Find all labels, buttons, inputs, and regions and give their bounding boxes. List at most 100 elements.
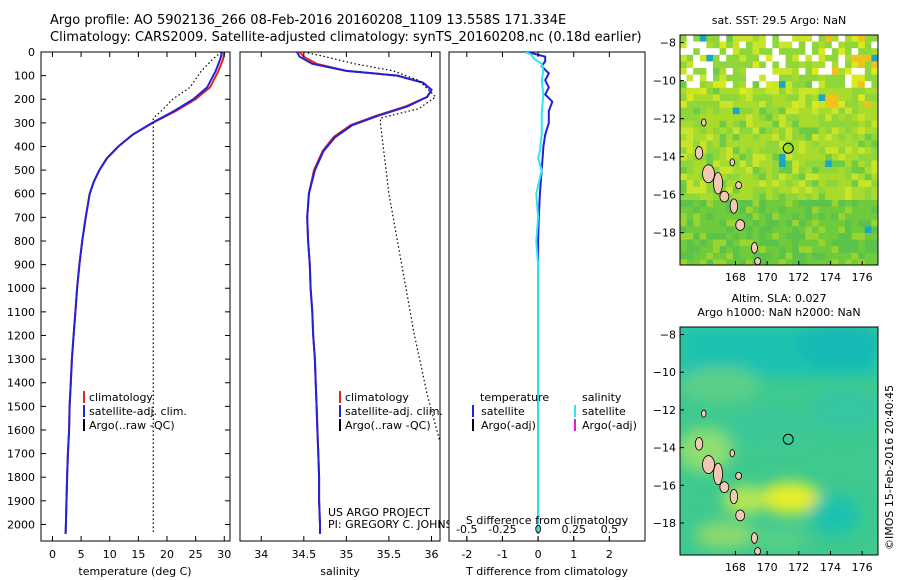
- x-tick-label: 35: [339, 548, 353, 561]
- difference-frame: [448, 51, 646, 542]
- lat-tick-label: −10: [653, 75, 676, 88]
- x-tick-label: 0: [49, 548, 56, 561]
- x-tick-label: -2: [461, 548, 472, 561]
- island: [719, 481, 730, 493]
- island: [729, 488, 739, 505]
- island: [701, 409, 707, 418]
- x-tick-label-top: 0.5: [601, 523, 619, 536]
- y-tick-label: 400: [14, 140, 35, 153]
- lon-tick-label: 168: [725, 561, 746, 574]
- y-tick-label: 1400: [7, 377, 35, 390]
- y-tick-label: 1000: [7, 282, 35, 295]
- lon-tick-label: 174: [820, 271, 841, 284]
- x-tick-label: 10: [103, 548, 117, 561]
- salinity-frame: [239, 51, 441, 542]
- sla-map-frame: [679, 326, 879, 556]
- x-tick-label: 1: [570, 548, 577, 561]
- legend-label-climatology: climatology: [89, 391, 153, 404]
- argo-position-marker: [782, 142, 794, 154]
- sla-map-subtitle: Argo h1000: NaN h2000: NaN: [697, 306, 860, 319]
- y-tick-label: 1600: [7, 424, 35, 437]
- legend-label-t-satellite: satellite: [481, 405, 525, 418]
- legend-title-temperature: temperature: [480, 391, 549, 404]
- temperature-panel: 0 5 10 15 20 25 30 0 100 200 300 400 500 600 700 800 90…: [7, 46, 231, 578]
- lon-tick-label: 176: [852, 561, 873, 574]
- x-tick-label: 34.5: [292, 548, 317, 561]
- sst-map-title: sat. SST: 29.5 Argo: NaN: [712, 14, 846, 27]
- legend-label-satellite: satellite-adj. clim.: [89, 405, 187, 418]
- lon-tick-label: 172: [788, 561, 809, 574]
- island: [729, 158, 735, 167]
- y-tick-label: 700: [14, 211, 35, 224]
- legend-label-climatology: climatology: [345, 391, 409, 404]
- x-tick-label: 25: [189, 548, 203, 561]
- sst-map-panel: sat. SST: 29.5 Argo: NaN 168 170 172 174 176…: [653, 14, 879, 284]
- y-tick-label: 600: [14, 188, 35, 201]
- island: [694, 146, 704, 160]
- y-tick-label: 1300: [7, 353, 35, 366]
- y-tick-label: 300: [14, 117, 35, 130]
- x-tick-label: 30: [217, 548, 231, 561]
- legend-label-t-argo: Argo(-adj): [481, 419, 536, 432]
- legend-label-s-satellite: satellite: [582, 405, 626, 418]
- x-tick-label: -1: [497, 548, 508, 561]
- y-tick-label: 1100: [7, 306, 35, 319]
- island: [754, 257, 762, 265]
- series-line-satellite-adj-clim: [64, 52, 223, 534]
- x-tick-label: 0: [535, 548, 542, 561]
- island: [719, 190, 730, 203]
- island: [735, 219, 746, 231]
- x-tick-label: 35.5: [377, 548, 402, 561]
- island: [735, 509, 746, 522]
- x-tick-label-top: 0: [535, 523, 542, 536]
- x-tick-label-top: -0.5: [456, 523, 477, 536]
- lat-tick-label: −12: [653, 113, 676, 126]
- difference-xlabel: T difference from climatology: [465, 565, 628, 578]
- legend-label-argo: Argo(..raw -QC): [345, 419, 431, 432]
- lon-tick-label: 172: [788, 271, 809, 284]
- island: [701, 118, 707, 127]
- island: [751, 532, 758, 544]
- temperature-xlabel: temperature (deg C): [78, 565, 191, 578]
- island: [702, 164, 715, 184]
- sst-map-frame: [679, 34, 879, 266]
- island: [729, 198, 739, 214]
- island: [713, 172, 723, 195]
- difference-panel: -2 -1 0 1 2 -0.5 -0.25 0 0.25 0.5 S difference f…: [448, 51, 646, 578]
- lon-tick-label: 176: [852, 271, 873, 284]
- lat-tick-label: −8: [660, 37, 676, 50]
- salinity-xlabel: salinity: [320, 565, 360, 578]
- lat-tick-label: −16: [653, 479, 676, 492]
- island: [735, 471, 743, 480]
- sst-land: [694, 118, 762, 265]
- x-tick-label: 15: [131, 548, 145, 561]
- x-tick-label: 5: [78, 548, 85, 561]
- x-tick-label: 2: [606, 548, 613, 561]
- y-tick-label: 2000: [7, 518, 35, 531]
- lat-tick-label: −14: [653, 151, 676, 164]
- y-tick-label: 1500: [7, 400, 35, 413]
- difference-legend: temperature satellite Argo(-adj) salinit…: [472, 391, 637, 432]
- x-tick-label: 34: [254, 548, 268, 561]
- series-line-satellite-adj-clim: [296, 52, 433, 534]
- island: [754, 547, 762, 555]
- island: [735, 181, 743, 190]
- sla-map-panel: Altim. SLA: 0.027 Argo h1000: NaN h2000:…: [653, 292, 879, 574]
- project-name: US ARGO PROJECT: [328, 506, 430, 519]
- climatology-title: Climatology: CARS2009. Satellite-adjuste…: [50, 30, 642, 45]
- y-tick-label: 500: [14, 164, 35, 177]
- island: [694, 437, 704, 451]
- legend-label-satellite: satellite-adj. clim.: [345, 405, 443, 418]
- difference-xlabel-top: S difference from climatology: [466, 514, 629, 527]
- y-tick-label: 1700: [7, 448, 35, 461]
- y-tick-label: 900: [14, 259, 35, 272]
- y-tick-label: 200: [14, 93, 35, 106]
- profile-title: Argo profile: AO 5902136_266 08-Feb-2016…: [50, 13, 567, 28]
- lon-tick-label: 170: [757, 271, 778, 284]
- x-tick-label-top: -0.25: [488, 523, 516, 536]
- x-tick-label: 36: [424, 548, 438, 561]
- x-tick-label: 20: [160, 548, 174, 561]
- lon-tick-label: 168: [725, 271, 746, 284]
- lat-tick-label: −12: [653, 404, 676, 417]
